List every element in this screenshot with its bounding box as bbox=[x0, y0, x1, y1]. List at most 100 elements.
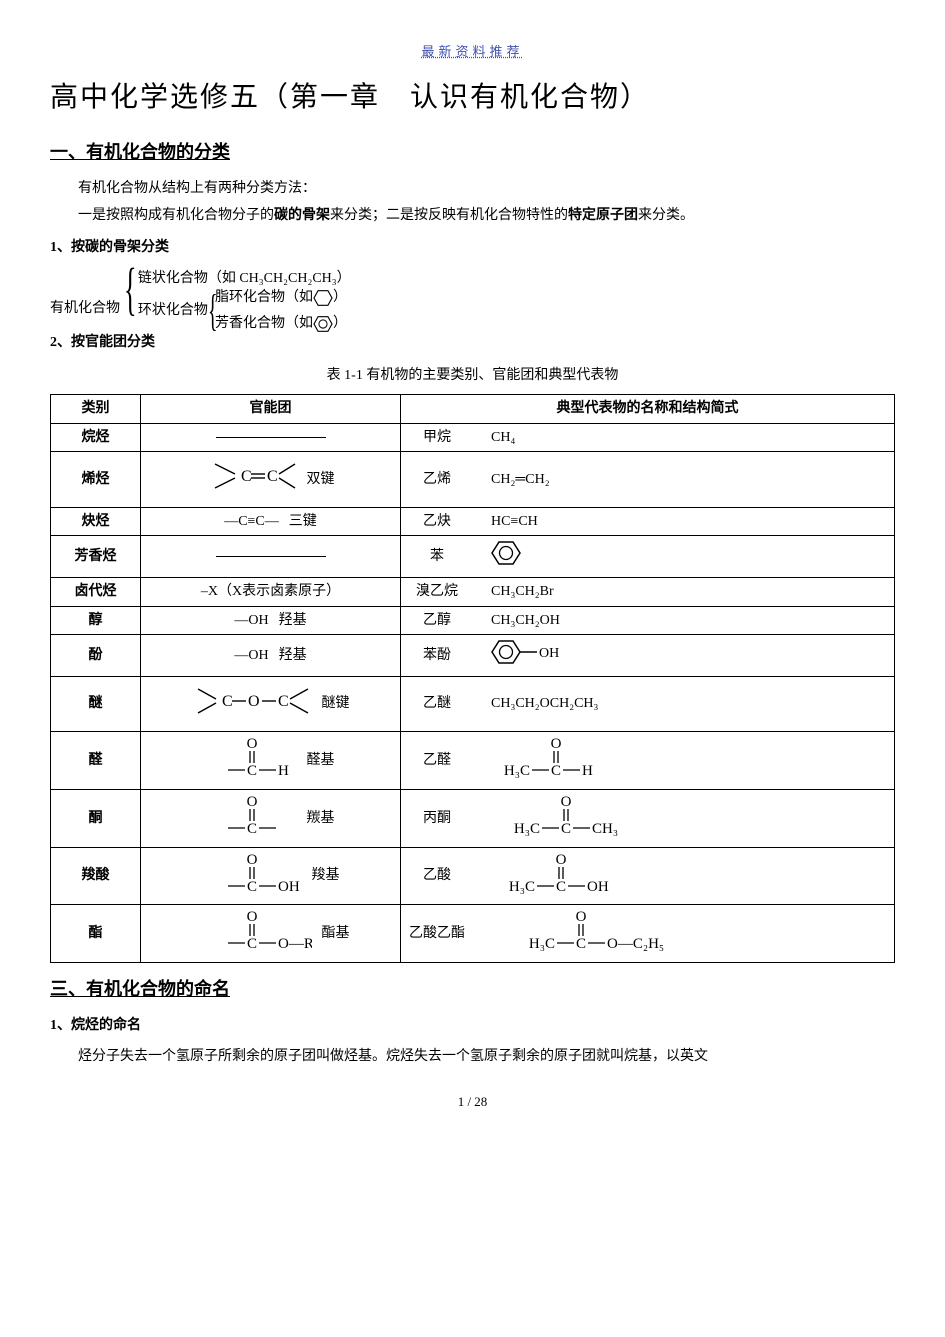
cell-category: 醇 bbox=[51, 606, 141, 635]
svg-text:C: C bbox=[551, 763, 561, 778]
svg-text:C: C bbox=[556, 879, 566, 894]
cell-category: 卤代烃 bbox=[51, 578, 141, 607]
section-1-p1: 有机化合物从结构上有两种分类方法： bbox=[78, 176, 895, 201]
svg-text:C: C bbox=[278, 693, 289, 710]
svg-text:O: O bbox=[551, 736, 562, 752]
cell-representative: 乙醇CH₃CH₂OH bbox=[401, 606, 895, 635]
svg-text:O: O bbox=[561, 794, 572, 810]
svg-text:O: O bbox=[246, 852, 257, 868]
svg-text:C: C bbox=[561, 821, 571, 836]
rep-name: 丙酮 bbox=[407, 809, 467, 829]
functional-group-table: 类别 官能团 典型代表物的名称和结构简式 烷烃甲烷CH₄烯烃CC双键乙烯CH₂═… bbox=[50, 394, 895, 963]
acetic-acid-structure-icon: OCH₃COH bbox=[491, 852, 631, 901]
ethyl-acetate-structure-icon: OCH₃CO—C₂H₅ bbox=[491, 909, 671, 958]
table-row: 酮OC羰基丙酮OCH₃CCH₃ bbox=[51, 790, 895, 848]
text: 一是按照构成有机化合物分子的 bbox=[78, 208, 274, 223]
sub-heading-1-1: 1、按碳的骨架分类 bbox=[50, 235, 895, 260]
svg-text:OH: OH bbox=[587, 879, 609, 894]
cell-functional-group: —OH 羟基 bbox=[141, 606, 401, 635]
fg-label: 酯基 bbox=[322, 924, 350, 944]
cell-representative: 溴乙烷CH₃CH₂Br bbox=[401, 578, 895, 607]
cell-functional-group: OC 羰基 bbox=[141, 790, 401, 848]
table-row: 醇 —OH 羟基 乙醇CH₃CH₂OH bbox=[51, 606, 895, 635]
phenol-structure-icon: OH bbox=[491, 639, 571, 672]
rep-name: 苯酚 bbox=[407, 646, 467, 666]
svg-text:O—C₂H₅: O—C₂H₅ bbox=[607, 936, 664, 951]
cell-functional-group bbox=[141, 536, 401, 578]
svg-text:H: H bbox=[278, 763, 289, 778]
acetaldehyde-structure-icon: OCH₃CH bbox=[491, 736, 621, 785]
cell-functional-group: OCO—R酯基 bbox=[141, 905, 401, 963]
classification-tree: 有机化合物 { 链状化合物（如 CH₃CH₂CH₂CH₃） 环状化合物 { 脂环… bbox=[50, 266, 895, 324]
fg-label: 羰基 bbox=[307, 809, 335, 829]
fg-label: 羟基 bbox=[279, 611, 307, 631]
brace-icon: { bbox=[124, 264, 137, 313]
cell-functional-group bbox=[141, 423, 401, 452]
bold-text: 特定原子团 bbox=[568, 208, 638, 223]
rep-name: 乙醛 bbox=[407, 751, 467, 771]
text: ） bbox=[333, 285, 347, 310]
svg-text:O—R: O—R bbox=[278, 936, 312, 951]
fg-label: 羧基 bbox=[312, 866, 340, 886]
svg-text:CH₃: CH₃ bbox=[592, 821, 618, 836]
cell-representative: 苯酚 OH bbox=[401, 635, 895, 677]
fg-label: 醚键 bbox=[322, 694, 350, 714]
cell-functional-group: COC醚键 bbox=[141, 676, 401, 732]
page-title: 高中化学选修五（第一章 认识有机化合物） bbox=[50, 73, 895, 123]
sub-heading-3-1: 1、烷烃的命名 bbox=[50, 1013, 895, 1038]
table-row: 醚COC醚键乙醚CH₃CH₂OCH₂CH₃ bbox=[51, 676, 895, 732]
col-header-category: 类别 bbox=[51, 395, 141, 424]
table-header-row: 类别 官能团 典型代表物的名称和结构简式 bbox=[51, 395, 895, 424]
rep-name: 苯 bbox=[407, 547, 467, 567]
cell-category: 酚 bbox=[51, 635, 141, 677]
fg-formula: –X（X表示卤素原子） bbox=[201, 582, 340, 602]
table-row: 芳香烃苯 bbox=[51, 536, 895, 578]
svg-text:H₃C: H₃C bbox=[514, 821, 540, 836]
rep-formula: CH₃CH₂OCH₂CH₃ bbox=[491, 694, 598, 714]
cell-functional-group: –X（X表示卤素原子） bbox=[141, 578, 401, 607]
svg-text:H₃C: H₃C bbox=[504, 763, 530, 778]
aldehyde-group-icon: OCH bbox=[207, 736, 297, 785]
svg-text:C: C bbox=[246, 936, 256, 951]
header-link: 最新资料推荐 bbox=[50, 40, 895, 63]
fg-label: 醛基 bbox=[307, 751, 335, 771]
cell-category: 酯 bbox=[51, 905, 141, 963]
fg-formula: —OH bbox=[234, 611, 268, 631]
cell-representative: 乙炔HC≡CH bbox=[401, 507, 895, 536]
benzene-icon bbox=[491, 540, 521, 573]
table-row: 炔烃—C≡C—三键乙炔HC≡CH bbox=[51, 507, 895, 536]
section-1-p2: 一是按照构成有机化合物分子的碳的骨架来分类；二是按反映有机化合物特性的特定原子团… bbox=[78, 203, 895, 228]
svg-text:OH: OH bbox=[278, 879, 300, 894]
cell-functional-group: —OH羟基 bbox=[141, 635, 401, 677]
tree-branch-aromatic: 芳香化合物（如 ） bbox=[215, 311, 347, 337]
cell-representative: 乙醚CH₃CH₂OCH₂CH₃ bbox=[401, 676, 895, 732]
cell-representative: 苯 bbox=[401, 536, 895, 578]
carboxyl-group-icon: OC OH bbox=[202, 852, 302, 901]
svg-text:C: C bbox=[241, 468, 252, 485]
table-row: 羧酸OCOH羧基乙酸OCH₃COH bbox=[51, 847, 895, 905]
svg-text:O: O bbox=[556, 852, 567, 868]
fg-label: 三键 bbox=[289, 512, 317, 532]
brace-icon: { bbox=[208, 292, 218, 329]
section-1-heading: 一、有机化合物的分类 bbox=[50, 136, 895, 168]
svg-text:C: C bbox=[246, 879, 256, 894]
cell-category: 烷烃 bbox=[51, 423, 141, 452]
cell-representative: 乙烯CH₂═CH₂ bbox=[401, 452, 895, 508]
cell-representative: 乙酸乙酯OCH₃CO—C₂H₅ bbox=[401, 905, 895, 963]
text: 来分类。 bbox=[638, 208, 694, 223]
cell-representative: 乙醛OCH₃CH bbox=[401, 732, 895, 790]
svg-text:C: C bbox=[246, 763, 256, 778]
carbonyl-group-icon: OC bbox=[207, 794, 297, 843]
svg-text:C: C bbox=[246, 821, 256, 836]
table-row: 烷烃甲烷CH₄ bbox=[51, 423, 895, 452]
sub-heading-1-2: 2、按官能团分类 bbox=[50, 330, 895, 355]
ether-bond-icon: COC bbox=[192, 681, 312, 728]
page-footer: 1 / 28 bbox=[50, 1090, 895, 1113]
section-3-p1: 烃分子失去一个氢原子所剩余的原子团叫做烃基。烷烃失去一个氢原子剩余的原子团就叫烷… bbox=[78, 1044, 895, 1069]
text: 来分类；二是按反映有机化合物特性的 bbox=[330, 208, 568, 223]
svg-text:O: O bbox=[248, 693, 260, 710]
cell-category: 酮 bbox=[51, 790, 141, 848]
col-header-representative: 典型代表物的名称和结构简式 bbox=[401, 395, 895, 424]
rep-formula: CH₃CH₂Br bbox=[491, 582, 554, 602]
svg-text:H₃C: H₃C bbox=[529, 936, 555, 951]
